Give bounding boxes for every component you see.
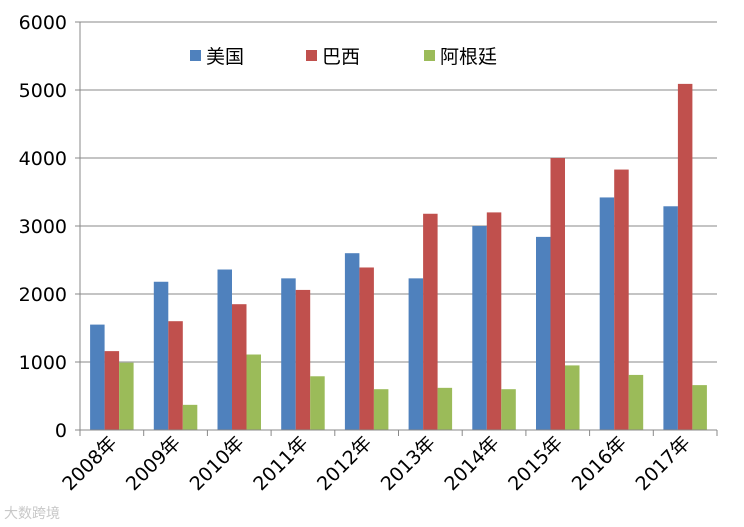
x-tick-label: 2013年 [377, 432, 440, 495]
legend-swatch [424, 50, 435, 61]
x-tick-label: 2011年 [249, 432, 312, 495]
x-tick-label: 2017年 [631, 432, 694, 495]
bar [472, 226, 487, 430]
y-tick-label: 5000 [19, 80, 67, 102]
y-tick-label: 3000 [19, 216, 67, 238]
bar [153, 281, 169, 430]
bar [217, 269, 232, 430]
bar [373, 389, 389, 430]
legend-label: 美国 [206, 46, 244, 68]
bar [628, 374, 644, 430]
y-tick-label: 1000 [19, 352, 67, 374]
bar [408, 278, 424, 430]
bar [295, 289, 311, 430]
watermark-text: 大数跨境 [4, 506, 60, 522]
bar [119, 362, 134, 430]
bar [550, 158, 565, 430]
bar [90, 324, 105, 430]
bar [486, 212, 502, 430]
bars [90, 83, 707, 430]
bar [168, 321, 183, 430]
legend-label: 阿根廷 [440, 46, 497, 68]
bar [359, 267, 374, 430]
bar [437, 387, 453, 430]
x-tick-label: 2010年 [186, 432, 249, 495]
bar [232, 304, 247, 430]
x-tick-label: 2014年 [440, 432, 503, 495]
legend-swatch [306, 50, 317, 61]
x-tick-label: 2012年 [313, 432, 376, 495]
bar [565, 365, 580, 430]
y-tick-label: 6000 [19, 12, 67, 34]
bar [104, 351, 120, 430]
y-tick-label: 0 [55, 420, 67, 442]
x-tick-label: 2008年 [58, 432, 121, 495]
bar [344, 253, 360, 430]
bar [536, 236, 551, 430]
bar [182, 404, 198, 430]
bar [599, 197, 615, 430]
bar [423, 213, 438, 430]
x-tick-label: 2016年 [568, 432, 631, 495]
bar [246, 354, 261, 430]
x-tick-label: 2015年 [504, 432, 567, 495]
bar [281, 278, 296, 430]
bar [614, 169, 629, 430]
bar [677, 83, 693, 430]
bar [663, 206, 678, 430]
bar [310, 376, 325, 430]
legend-swatch [190, 50, 201, 61]
y-tick-label: 2000 [19, 284, 67, 306]
y-tick-label: 4000 [19, 148, 67, 170]
legend-label: 巴西 [322, 46, 360, 68]
legend: 美国 巴西 阿根廷 [190, 46, 497, 68]
x-tick-label: 2009年 [122, 432, 185, 495]
bar [692, 385, 707, 430]
bar [501, 389, 516, 430]
